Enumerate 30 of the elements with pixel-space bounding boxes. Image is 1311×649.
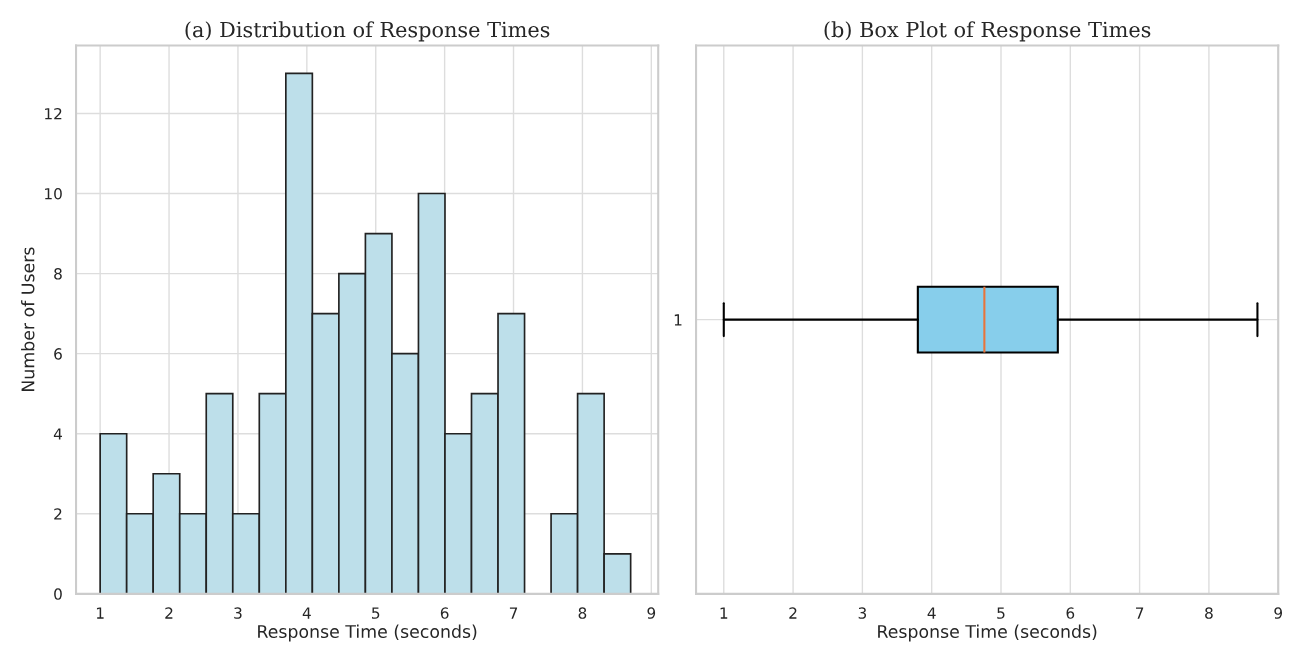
x-tick-label: 4	[302, 607, 311, 619]
x-tick-label: 7	[1136, 607, 1144, 619]
x-tick-label: 6	[440, 607, 449, 619]
y-tick-label: 12	[45, 107, 62, 120]
x-tick-label: 9	[1274, 607, 1283, 619]
x-tick-label: 3	[858, 607, 867, 619]
x-tick-label: 8	[1205, 607, 1213, 619]
x-tick-label: 2	[165, 607, 173, 619]
x-axis-title: Response Time (seconds)	[258, 624, 477, 642]
chart-title: (b) Box Plot of Response Times	[824, 21, 1151, 42]
x-tick-label: 3	[234, 607, 242, 619]
chart-title: (a) Distribution of Response Times	[185, 21, 550, 42]
y-tick-label: 8	[54, 268, 62, 280]
x-axis-title: Response Time (seconds)	[878, 624, 1097, 642]
y-axis-title: Number of Users	[21, 247, 35, 391]
x-tick-label: 4	[927, 607, 936, 619]
y-tick-label: 4	[53, 428, 62, 440]
x-tick-label: 1	[720, 607, 728, 619]
y-tick-label: 0	[54, 588, 62, 600]
x-tick-label: 6	[1066, 607, 1075, 619]
x-tick-label: 1	[96, 607, 104, 619]
x-tick-label: 7	[509, 607, 518, 619]
x-tick-label: 5	[997, 607, 1005, 619]
y-tick-label: 2	[54, 508, 62, 520]
x-tick-label: 5	[372, 607, 380, 619]
x-tick-label: 9	[647, 607, 656, 619]
y-tick-label: 10	[45, 188, 62, 200]
x-tick-label: 8	[578, 607, 587, 619]
y-tick-label: 6	[54, 348, 62, 360]
x-tick-label: 2	[789, 607, 797, 619]
